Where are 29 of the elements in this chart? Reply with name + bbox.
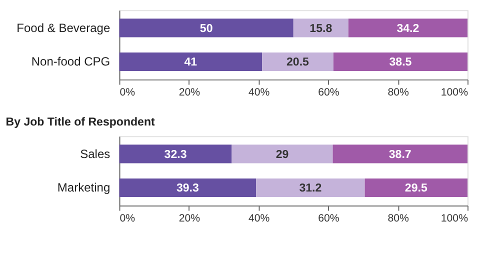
data-label: 38.7 bbox=[388, 148, 412, 161]
data-label: 39.3 bbox=[176, 182, 199, 195]
data-label: 29.5 bbox=[404, 182, 428, 195]
y-tick-label: Non-food CPG bbox=[31, 54, 110, 69]
x-tick-label: 20% bbox=[178, 86, 201, 98]
x-tick-label: 40% bbox=[248, 86, 270, 98]
x-tick-label: 80% bbox=[388, 86, 410, 98]
x-tick-label: 0% bbox=[120, 212, 136, 224]
y-tick-label: Sales bbox=[80, 146, 110, 161]
data-label: 41 bbox=[184, 56, 198, 69]
x-tick-label: 80% bbox=[388, 212, 410, 224]
x-tick-label: 60% bbox=[318, 86, 340, 98]
x-tick-label: 60% bbox=[318, 212, 340, 224]
data-label: 38.5 bbox=[389, 56, 412, 69]
x-tick-label: 100% bbox=[440, 86, 469, 98]
chart-title: By Job Title of Respondent bbox=[6, 116, 155, 129]
y-tick-label: Food & Beverage bbox=[16, 20, 110, 35]
x-tick-label: 0% bbox=[120, 86, 136, 98]
data-label: 50 bbox=[200, 22, 213, 35]
data-label: 15.8 bbox=[310, 22, 333, 35]
y-tick-label: Marketing bbox=[57, 180, 110, 195]
data-label: 31.2 bbox=[299, 182, 322, 195]
x-tick-label: 100% bbox=[440, 212, 469, 224]
x-tick-label: 20% bbox=[178, 212, 201, 224]
data-label: 20.5 bbox=[286, 56, 310, 69]
data-label: 29 bbox=[276, 148, 289, 161]
x-tick-label: 40% bbox=[248, 212, 270, 224]
data-label: 32.3 bbox=[164, 148, 187, 161]
data-label: 34.2 bbox=[396, 22, 420, 35]
